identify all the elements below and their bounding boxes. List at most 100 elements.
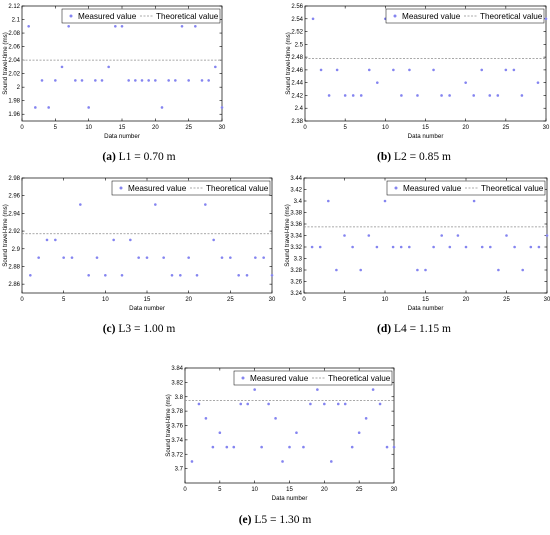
chart-a-data-point [107, 65, 110, 69]
chart-e-plot-frame [184, 367, 395, 484]
chart-a-data-point [54, 79, 57, 82]
chart-a-ytick-label: 2.04 [8, 58, 20, 64]
chart-a-xtick-label: 25 [185, 125, 192, 131]
chart-c-ytick-label: 2.96 [8, 194, 20, 200]
chart-e-xtick-label: 25 [356, 487, 363, 493]
chart-e-data-point [281, 460, 284, 463]
chart-c-data-point [37, 256, 40, 259]
chart-a-data-point [120, 24, 124, 28]
chart-b-data-point [400, 94, 403, 97]
chart-e-ytick-label: 3.8 [175, 395, 184, 401]
chart-a-ytick-label: 2.06 [8, 45, 20, 51]
chart-c-xtick-label: 20 [185, 297, 192, 303]
chart-c-data-point [229, 256, 232, 259]
chart-a-data-point [40, 79, 44, 82]
chart-c-ytick-label: 2.94 [8, 211, 20, 217]
chart-d-ytick-label: 3.44 [290, 176, 302, 182]
chart-e-data-point [385, 445, 389, 449]
chart-e-ytick-label: 3.76 [171, 424, 183, 430]
chart-d-ytick-label: 3.28 [290, 268, 302, 274]
chart-c-data-point [45, 238, 49, 242]
chart-b-data-point [472, 94, 475, 97]
chart-d-legend-marker [394, 186, 398, 190]
chart-e-data-point [218, 431, 222, 434]
chart-c-xtick-label: 25 [227, 297, 234, 303]
chart-c-xtick-label: 0 [20, 297, 24, 303]
chart-a-xtick-label: 0 [20, 125, 24, 131]
chart-panel-b: 2.38 2.4 2.42 2.44 2.46 2.48 2.5 2.52 2.54 2.56 0 5… [278, 0, 550, 150]
chart-e-svg: 3.7 3.72 3.74 3.76 3.78 3.8 3.82 3.84 0 5 10 15 20 25… [165, 366, 398, 502]
chart-e-data-point [239, 402, 243, 406]
chart-d-xtick-label: 0 [302, 297, 306, 303]
chart-e-ytick-label: 3.78 [171, 409, 183, 415]
chart-a-data-point [94, 79, 97, 82]
chart-e-xtick-label: 30 [391, 487, 398, 493]
chart-panel-c: 2.86 2.88 2.9 2.92 2.94 2.96 2.98 0 5 10 15 20 25 30 D… [0, 172, 278, 322]
chart-e-legend-measured: Measured value [250, 374, 309, 383]
chart-c-xtick-label: 15 [144, 297, 151, 303]
chart-c-data-point [54, 238, 57, 242]
chart-d-xtick-label: 10 [382, 297, 389, 303]
chart-e-ylabel: Sound travel-time (ms) [165, 394, 172, 457]
chart-a-xtick-label: 5 [54, 125, 58, 131]
chart-c-data-point [245, 274, 249, 277]
chart-a-ytick-label: 1.98 [8, 99, 20, 105]
chart-b-data-point [488, 94, 492, 97]
chart-b-data-point [319, 68, 323, 72]
chart-b-data-point [311, 17, 315, 21]
chart-a-ytick-label: 1.96 [8, 112, 20, 118]
chart-c-ylabel: Sound travel-time (ms) [2, 204, 9, 267]
chart-d-data-point [408, 245, 411, 249]
chart-b-xtick-label: 0 [303, 125, 307, 131]
chart-d-data-point [521, 268, 524, 272]
chart-c-data-point [145, 256, 149, 259]
chart-e-data-point [350, 445, 354, 449]
chart-b-data-point [448, 94, 451, 97]
chart-a-data-point [214, 65, 217, 69]
chart-e-data-point [267, 402, 270, 406]
chart-a-xtick-label: 30 [219, 125, 226, 131]
chart-e-xtick-label: 10 [251, 487, 258, 493]
chart-e-data-point [225, 445, 229, 449]
chart-c-data-point [270, 274, 274, 277]
chart-b-ytick-label: 2.52 [291, 30, 303, 36]
chart-b-legend-theoretical: Theoretical value [480, 12, 543, 21]
chart-b-ytick-label: 2.46 [291, 68, 303, 74]
chart-c-data-point [154, 203, 157, 206]
chart-a-data-point [80, 79, 84, 82]
chart-c-ytick-label: 2.92 [8, 229, 20, 235]
chart-c-xtick-label: 5 [62, 297, 66, 303]
caption-a-text: L1 = 0.70 m [118, 151, 176, 163]
chart-c-xtick-label: 10 [102, 297, 109, 303]
chart-a-data-point [160, 106, 164, 109]
chart-b-data-point [367, 68, 371, 72]
chart-c-xtick-label: 30 [269, 297, 276, 303]
chart-d-xtick-label: 5 [343, 297, 347, 303]
chart-e-legend-marker [241, 376, 245, 380]
chart-d-data-point [359, 268, 362, 272]
chart-d-data-point [489, 245, 492, 249]
chart-d-xtick-label: 30 [544, 297, 550, 303]
chart-b-data-point [496, 94, 500, 97]
chart-c-data-point [204, 203, 207, 206]
chart-a-data-point [200, 79, 204, 82]
chart-a-legend-marker [69, 14, 73, 18]
chart-e-data-point [253, 388, 256, 391]
chart-b-data-point [440, 94, 443, 97]
chart-panel-a: 1.96 1.98 2 2.02 2.04 2.06 2.08 2.1 2.12 0 5 10 15 20… [0, 0, 278, 150]
chart-b-data-point [359, 94, 363, 97]
chart-a-ytick-label: 2.08 [8, 31, 20, 37]
chart-c-data-point [187, 256, 190, 259]
chart-e-data-point [309, 402, 312, 406]
chart-d-ylabel: Sound travel-time (ms) [284, 204, 291, 267]
chart-b-data-point [480, 68, 484, 72]
caption-b-label: (b) [377, 151, 392, 163]
chart-a-data-point [194, 24, 197, 28]
chart-c-ytick-label: 2.86 [8, 282, 20, 288]
chart-b-ytick-label: 2.38 [291, 119, 303, 125]
chart-a-ytick-label: 2.12 [8, 4, 20, 10]
chart-d-data-point [497, 268, 500, 272]
caption-e: (e) L5 = 1.30 m [160, 514, 390, 526]
chart-b-data-point [408, 68, 411, 72]
chart-d-data-point [327, 199, 330, 203]
